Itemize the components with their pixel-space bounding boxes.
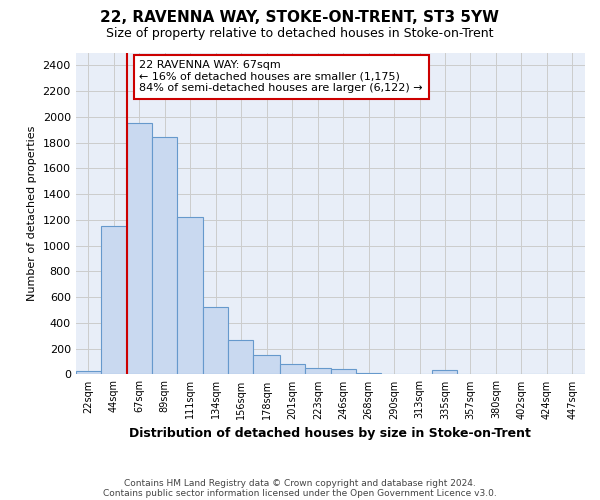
- Bar: [280, 364, 305, 374]
- Bar: [101, 226, 127, 374]
- Text: 22, RAVENNA WAY, STOKE-ON-TRENT, ST3 5YW: 22, RAVENNA WAY, STOKE-ON-TRENT, ST3 5YW: [101, 10, 499, 25]
- Bar: [203, 308, 229, 374]
- Bar: [433, 370, 457, 374]
- Bar: [127, 124, 152, 374]
- Bar: [356, 373, 381, 374]
- Text: 22 RAVENNA WAY: 67sqm
← 16% of detached houses are smaller (1,175)
84% of semi-d: 22 RAVENNA WAY: 67sqm ← 16% of detached …: [139, 60, 423, 94]
- Text: Contains public sector information licensed under the Open Government Licence v3: Contains public sector information licen…: [103, 488, 497, 498]
- Bar: [253, 355, 280, 374]
- Y-axis label: Number of detached properties: Number of detached properties: [27, 126, 37, 301]
- Text: Contains HM Land Registry data © Crown copyright and database right 2024.: Contains HM Land Registry data © Crown c…: [124, 478, 476, 488]
- Bar: [229, 340, 253, 374]
- X-axis label: Distribution of detached houses by size in Stoke-on-Trent: Distribution of detached houses by size …: [130, 427, 531, 440]
- Bar: [177, 218, 203, 374]
- Bar: [152, 138, 177, 374]
- Bar: [76, 370, 101, 374]
- Bar: [305, 368, 331, 374]
- Bar: [331, 370, 356, 374]
- Text: Size of property relative to detached houses in Stoke-on-Trent: Size of property relative to detached ho…: [106, 28, 494, 40]
